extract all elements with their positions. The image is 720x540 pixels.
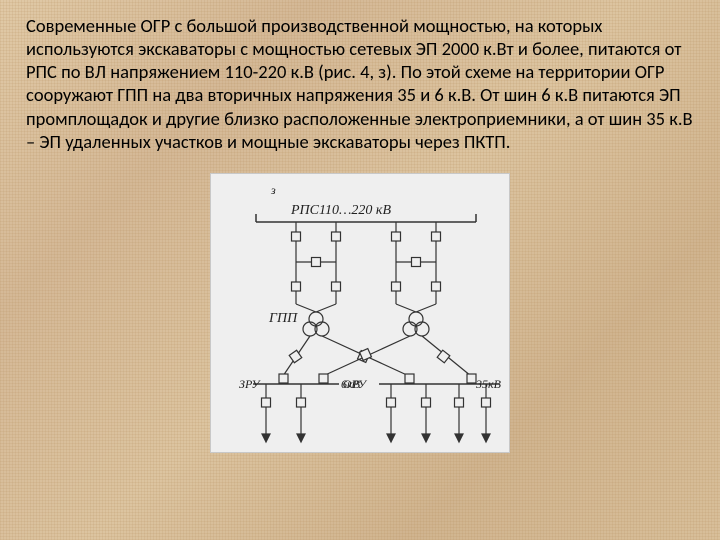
- schematic-svg: з РПС110…220 кВ: [211, 174, 511, 454]
- bottom-bus-sq: [279, 374, 476, 383]
- outgoing-feeders: [262, 384, 491, 442]
- label-zru: ЗРУ: [239, 377, 261, 391]
- label-35kv: 35кВ: [475, 377, 502, 391]
- figure-letter: з: [270, 183, 276, 197]
- transformer-right: [396, 304, 436, 336]
- label-oru: ОРУ: [343, 377, 368, 391]
- label-gpp: ГПП: [268, 311, 298, 326]
- label-rps: РПС110…220 кВ: [290, 203, 391, 218]
- diagram-container: з РПС110…220 кВ: [26, 173, 694, 453]
- transformer-outs: [283, 336, 471, 376]
- body-paragraph: Современные ОГР с большой производственн…: [26, 14, 694, 153]
- transformer-left: [296, 304, 336, 336]
- tie-right-sq: [412, 257, 421, 266]
- electrical-schematic-diagram: з РПС110…220 кВ: [210, 173, 510, 453]
- tie-left-sq: [312, 257, 321, 266]
